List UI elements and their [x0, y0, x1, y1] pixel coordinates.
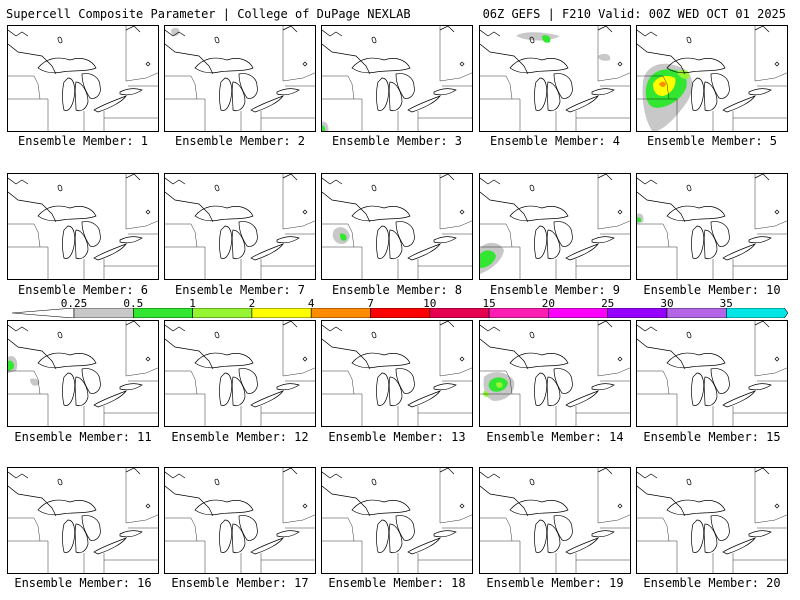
member-caption: Ensemble Member: 7: [174, 283, 306, 297]
member-caption: Ensemble Member: 12: [171, 430, 309, 444]
ensemble-map-panel: [479, 25, 631, 132]
ensemble-map-panel: [636, 25, 788, 132]
ensemble-map-panel: [164, 467, 316, 574]
member-map: [322, 26, 472, 131]
member-caption: Ensemble Member: 8: [331, 283, 463, 297]
ensemble-map-panel: [321, 173, 473, 280]
ensemble-map-panel: [321, 320, 473, 427]
ensemble-map-panel: [164, 173, 316, 280]
ensemble-map-panel: [636, 320, 788, 427]
legend-tick-label: 0.25: [60, 297, 88, 310]
member-map: [165, 174, 315, 279]
legend-color-swatch: [666, 308, 727, 318]
member-caption: Ensemble Member: 13: [328, 430, 466, 444]
valid-time: 06Z GEFS | F210 Valid: 00Z WED OCT 01 20…: [482, 7, 786, 21]
legend-color-swatch: [310, 308, 371, 318]
legend-color-swatch: [370, 308, 431, 318]
member-caption: Ensemble Member: 11: [14, 430, 152, 444]
legend-color-swatch: [488, 308, 549, 318]
legend-tick-label: 0.5: [123, 297, 144, 310]
member-caption: Ensemble Member: 3: [331, 134, 463, 148]
ensemble-map-panel: [7, 320, 159, 427]
member-map: [637, 174, 787, 279]
legend-tick-label: 15: [482, 297, 496, 310]
member-caption: Ensemble Member: 18: [328, 576, 466, 590]
legend-tick-label: 25: [601, 297, 615, 310]
ensemble-map-panel: [479, 467, 631, 574]
legend-tick-label: 4: [307, 297, 315, 310]
ensemble-map-panel: [479, 173, 631, 280]
color-scale-legend: [12, 308, 788, 318]
member-map: [8, 468, 158, 573]
legend-color-swatch: [548, 308, 609, 318]
legend-tick-label: 10: [423, 297, 437, 310]
member-map: [637, 321, 787, 426]
legend-tick-label: 2: [248, 297, 256, 310]
member-map: [165, 26, 315, 131]
member-map: [322, 174, 472, 279]
member-caption: Ensemble Member: 17: [171, 576, 309, 590]
ensemble-map-panel: [321, 25, 473, 132]
ensemble-map-panel: [164, 25, 316, 132]
member-caption: Ensemble Member: 6: [17, 283, 149, 297]
ensemble-map-panel: [321, 467, 473, 574]
member-caption: Ensemble Member: 5: [646, 134, 778, 148]
member-caption: Ensemble Member: 10: [643, 283, 781, 297]
member-map: [637, 26, 787, 131]
ensemble-map-panel: [7, 25, 159, 132]
legend-max-arrow: [726, 308, 788, 318]
member-map: [165, 468, 315, 573]
legend-tick-label: 1: [189, 297, 196, 310]
member-caption: Ensemble Member: 2: [174, 134, 306, 148]
member-map: [480, 26, 630, 131]
member-map: [322, 321, 472, 426]
legend-color-swatch: [251, 308, 312, 318]
ensemble-map-panel: [636, 173, 788, 280]
member-caption: Ensemble Member: 20: [643, 576, 781, 590]
legend-tick-label: 7: [367, 297, 374, 310]
legend-tick-label: 35: [719, 297, 733, 310]
member-map: [322, 468, 472, 573]
legend-tick-label: 30: [660, 297, 674, 310]
legend-color-swatch: [429, 308, 490, 318]
member-map: [637, 468, 787, 573]
ensemble-map-panel: [636, 467, 788, 574]
member-caption: Ensemble Member: 14: [486, 430, 624, 444]
member-map: [8, 174, 158, 279]
legend-color-swatch: [607, 308, 668, 318]
ensemble-map-panel: [7, 173, 159, 280]
member-caption: Ensemble Member: 1: [17, 134, 149, 148]
ensemble-map-panel: [7, 467, 159, 574]
member-map: [8, 26, 158, 131]
ensemble-map-panel: [164, 320, 316, 427]
member-map: [480, 174, 630, 279]
member-caption: Ensemble Member: 19: [486, 576, 624, 590]
legend-tick-label: 20: [541, 297, 556, 310]
map-title: Supercell Composite Parameter | College …: [6, 7, 411, 21]
member-caption: Ensemble Member: 15: [643, 430, 781, 444]
legend-color-swatch: [192, 308, 253, 318]
member-map: [165, 321, 315, 426]
member-map: [8, 321, 158, 426]
member-caption: Ensemble Member: 16: [14, 576, 152, 590]
member-caption: Ensemble Member: 9: [489, 283, 621, 297]
member-map: [480, 468, 630, 573]
member-map: [480, 321, 630, 426]
member-caption: Ensemble Member: 4: [489, 134, 621, 148]
ensemble-map-panel: [479, 320, 631, 427]
